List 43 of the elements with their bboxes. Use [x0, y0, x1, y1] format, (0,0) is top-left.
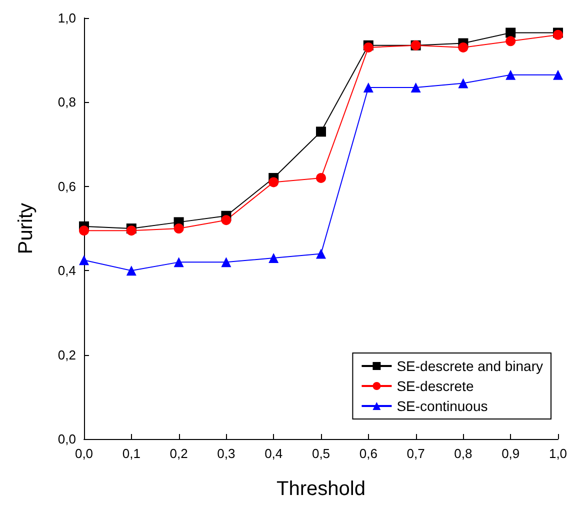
x-tick-label: 0,4	[264, 446, 283, 461]
y-tick-label: 0,0	[58, 432, 76, 446]
y-axis-title: Purity	[15, 202, 37, 254]
point	[316, 126, 326, 137]
x-axis-title: Threshold	[276, 478, 366, 500]
point	[458, 42, 468, 52]
point	[126, 266, 136, 276]
x-tick-label: 0,5	[312, 446, 330, 461]
legend-label: SE-descrete and binary	[396, 358, 544, 374]
x-tick-label: 0,6	[359, 446, 378, 461]
x-tick-label: 0,9	[502, 446, 520, 461]
point	[174, 257, 184, 268]
y-tick-label: 0,8	[58, 94, 76, 110]
x-tick-label: 0,3	[217, 446, 236, 461]
y-tick-label: 0,6	[58, 178, 76, 194]
point	[221, 257, 232, 268]
point	[506, 28, 516, 38]
y-tick-label: 1,0	[58, 10, 76, 26]
point	[174, 224, 184, 234]
legend-label: SE-descrete	[396, 378, 474, 394]
point	[553, 70, 563, 80]
point	[506, 70, 516, 80]
point	[316, 172, 326, 183]
point	[458, 78, 468, 88]
legend-label: SE-continuous	[396, 398, 488, 414]
x-tick-label: 0,1	[122, 446, 140, 461]
x-tick-label: 1,0	[548, 446, 568, 461]
x-tick-label: 0,2	[170, 446, 188, 461]
point	[410, 82, 421, 92]
point	[268, 252, 279, 263]
point	[221, 215, 232, 226]
x-tick-label: 0,8	[454, 446, 472, 461]
point	[363, 82, 374, 92]
point	[79, 226, 89, 236]
point	[126, 226, 136, 236]
point	[268, 177, 279, 188]
point	[79, 255, 89, 266]
point	[506, 36, 516, 46]
y-tick-label: 0,2	[58, 347, 76, 362]
x-tick-label: 0,0	[74, 446, 94, 461]
point	[316, 248, 326, 259]
y-tick-label: 0,4	[58, 263, 76, 278]
x-tick-label: 0,7	[406, 446, 425, 461]
